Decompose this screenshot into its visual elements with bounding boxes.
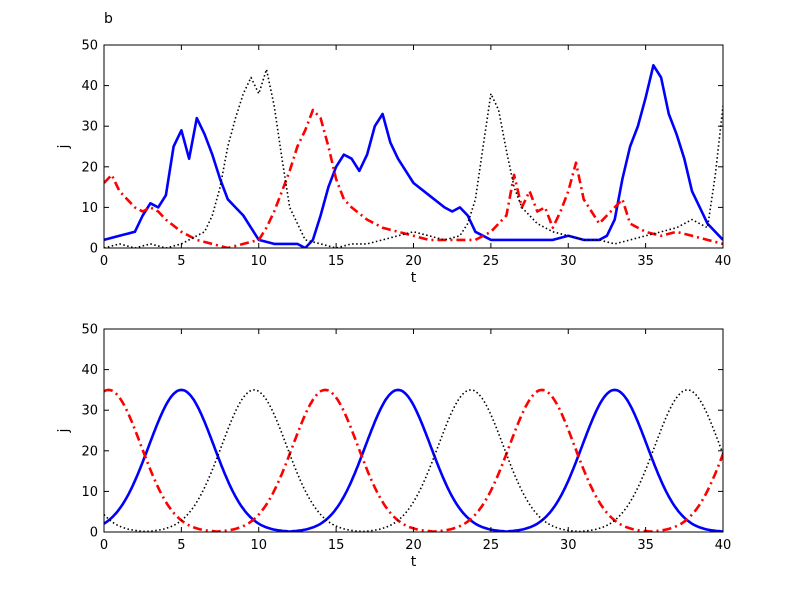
y-tick-label: 10 <box>81 485 98 500</box>
series-line-dotted <box>104 389 723 532</box>
x-tick-label: 15 <box>328 254 345 269</box>
x-axis-label: t <box>411 270 417 286</box>
series-line-dotted <box>104 68 723 248</box>
x-tick-label: 0 <box>100 538 108 553</box>
y-tick-label: 40 <box>81 363 98 378</box>
y-tick-label: 0 <box>90 242 98 257</box>
x-tick-label: 15 <box>328 538 345 553</box>
x-tick-label: 0 <box>100 254 108 269</box>
panel-2: 0 5 10 15 20 25 30 35 40 0 10 20 30 40 50 t j <box>56 323 731 571</box>
x-tick-label: 30 <box>560 538 577 553</box>
x-tick-label: 20 <box>405 538 422 553</box>
y-tick-label: 40 <box>81 79 98 94</box>
panel-label: b <box>104 11 113 27</box>
series-line-solid <box>104 64 723 248</box>
x-tick-label: 30 <box>560 254 577 269</box>
y-axis-label: j <box>56 429 72 434</box>
y-tick-label: 20 <box>81 160 98 175</box>
y-tick-label: 30 <box>81 404 98 419</box>
x-tick-label: 25 <box>483 254 500 269</box>
y-tick-label: 20 <box>81 444 98 459</box>
y-tick-label: 30 <box>81 120 98 135</box>
y-tick-label: 0 <box>90 526 98 541</box>
x-tick-label: 5 <box>177 538 185 553</box>
series-line-dash-dot <box>104 108 723 248</box>
series-line-dash-dot <box>104 388 723 532</box>
x-tick-label: 20 <box>405 254 422 269</box>
x-tick-label: 35 <box>637 254 654 269</box>
series-line-solid <box>104 388 723 532</box>
x-tick-label: 35 <box>637 538 654 553</box>
y-tick-label: 10 <box>81 201 98 216</box>
y-axis-label: j <box>56 145 72 150</box>
x-tick-label: 10 <box>250 538 267 553</box>
panel-1: 0 5 10 15 20 25 30 35 40 0 10 20 30 40 50 t j b <box>56 11 731 286</box>
x-tick-label: 5 <box>177 254 185 269</box>
x-tick-label: 25 <box>483 538 500 553</box>
x-tick-label: 10 <box>250 254 267 269</box>
x-tick-label: 40 <box>715 254 732 269</box>
x-tick-label: 40 <box>715 538 732 553</box>
y-tick-label: 50 <box>81 39 98 54</box>
y-tick-label: 50 <box>81 323 98 338</box>
x-axis-label: t <box>411 554 417 570</box>
